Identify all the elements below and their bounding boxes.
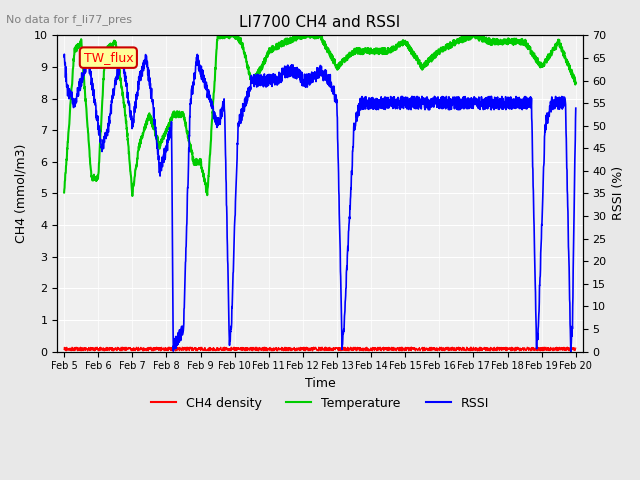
Y-axis label: RSSI (%): RSSI (%) [612,167,625,220]
Title: LI7700 CH4 and RSSI: LI7700 CH4 and RSSI [239,15,401,30]
Text: No data for f_li77_pres: No data for f_li77_pres [6,14,132,25]
Text: TW_flux: TW_flux [84,51,133,64]
X-axis label: Time: Time [305,377,335,390]
Y-axis label: CH4 (mmol/m3): CH4 (mmol/m3) [15,144,28,243]
Legend: CH4 density, Temperature, RSSI: CH4 density, Temperature, RSSI [146,392,494,415]
